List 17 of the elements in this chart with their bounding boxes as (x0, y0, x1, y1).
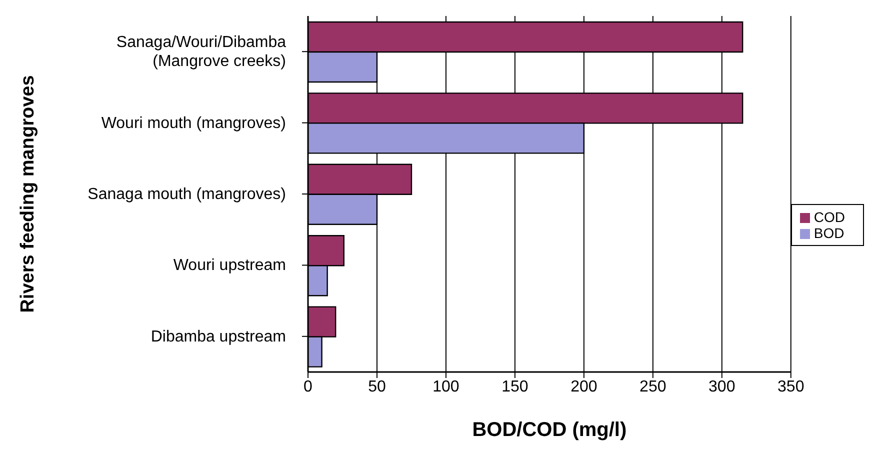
x-axis-title: BOD/COD (mg/l) (472, 419, 627, 441)
x-tick-label: 50 (368, 378, 386, 396)
x-tick-label: 350 (778, 378, 804, 396)
x-tick-label: 200 (570, 378, 598, 396)
y-tick-label: Wouri upstream (173, 256, 286, 274)
x-tick-label: 150 (502, 378, 528, 396)
y-tick-label: Wouri mouth (mangroves) (101, 114, 286, 132)
y-tick-label: Dibamba upstream (150, 328, 286, 345)
x-tick-label: 0 (304, 378, 313, 396)
y-tick-label: Sanaga mouth (mangroves) (88, 186, 286, 202)
y-axis-title: Rivers feeding mangroves (18, 75, 38, 313)
x-tick-label: 250 (640, 378, 666, 396)
x-tick-label: 300 (708, 378, 736, 396)
y-tick-label: Sanaga/Wouri/Dibamba (Mangrove creeks) (116, 34, 286, 70)
legend-label: BOD (814, 225, 844, 241)
legend-label: COD (814, 209, 845, 225)
x-tick-label: 100 (432, 378, 460, 396)
